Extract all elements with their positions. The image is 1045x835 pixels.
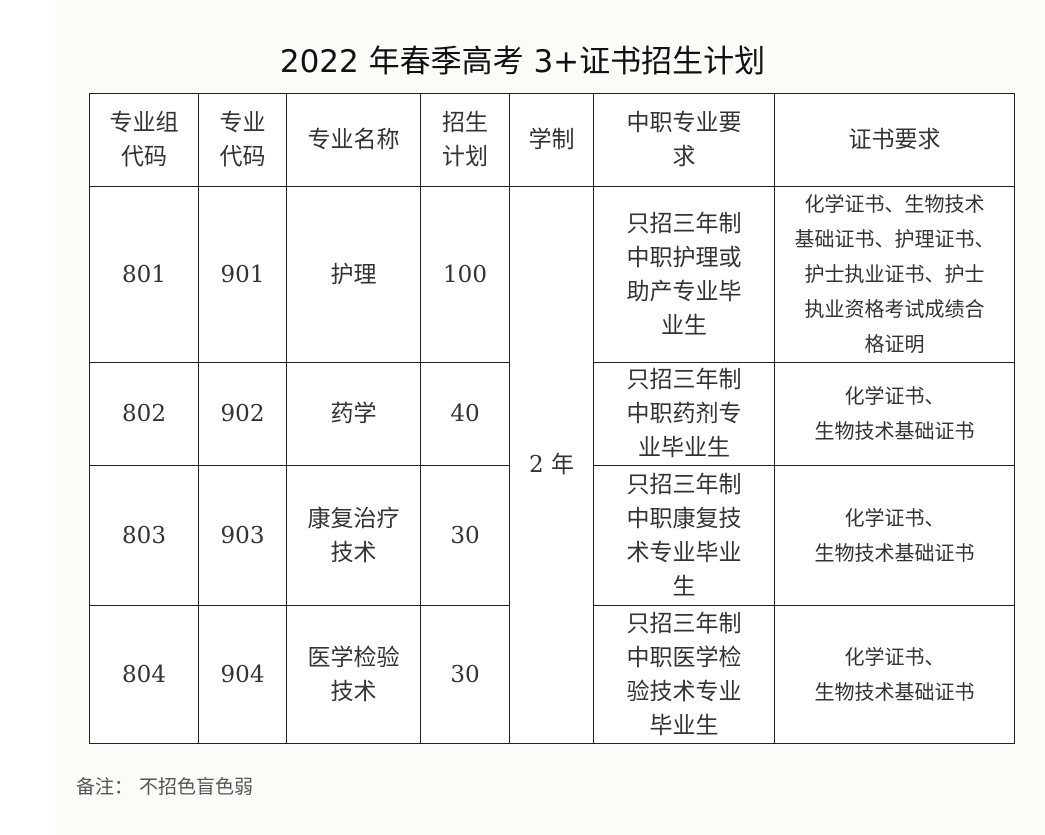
header-certificate: 证书要求 bbox=[774, 93, 1015, 187]
group-code: 804 bbox=[89, 605, 199, 744]
major-name: 康复治疗 技术 bbox=[286, 465, 421, 606]
certificate: 化学证书、 生物技术基础证书 bbox=[774, 605, 1015, 744]
table-header-row: 专业组 代码 专业 代码 专业名称 招生 计划 学制 中职专业要 求 证书要求 bbox=[89, 93, 1015, 187]
header-plan: 招生 计划 bbox=[420, 93, 510, 187]
table-row: 803 903 康复治疗 技术 30 只招三年制 中职康复技 术专业毕业 生 化… bbox=[89, 465, 1015, 606]
major-code: 901 bbox=[198, 186, 287, 363]
header-major-code: 专业 代码 bbox=[198, 93, 287, 187]
requirement: 只招三年制 中职药剂专 业毕业生 bbox=[593, 362, 775, 466]
requirement: 只招三年制 中职康复技 术专业毕业 生 bbox=[593, 465, 775, 606]
major-code: 904 bbox=[198, 605, 287, 744]
plan: 40 bbox=[420, 362, 510, 466]
plan: 30 bbox=[420, 465, 510, 606]
certificate: 化学证书、 生物技术基础证书 bbox=[774, 362, 1015, 466]
table-row: 804 904 医学检验 技术 30 只招三年制 中职医学检 验技术专业 毕业生… bbox=[89, 605, 1015, 744]
requirement: 只招三年制 中职护理或 助产专业毕 业生 bbox=[593, 186, 775, 363]
duration: 2 年 bbox=[509, 186, 594, 744]
requirement: 只招三年制 中职医学检 验技术专业 毕业生 bbox=[593, 605, 775, 744]
header-major-name: 专业名称 bbox=[286, 93, 421, 187]
major-name: 药学 bbox=[286, 362, 421, 466]
group-code: 803 bbox=[89, 465, 199, 606]
major-code: 902 bbox=[198, 362, 287, 466]
table-row: 802 902 药学 40 只招三年制 中职药剂专 业毕业生 化学证书、 生物技… bbox=[89, 362, 1015, 466]
page-title: 2022 年春季高考 3+证书招生计划 bbox=[279, 44, 766, 80]
group-code: 801 bbox=[89, 186, 199, 363]
major-name: 医学检验 技术 bbox=[286, 605, 421, 744]
certificate: 化学证书、 生物技术基础证书 bbox=[774, 465, 1015, 606]
footnote: 备注： 不招色盲色弱 bbox=[76, 776, 254, 798]
header-group-code: 专业组 代码 bbox=[89, 93, 199, 187]
plan: 100 bbox=[420, 186, 510, 363]
header-duration: 学制 bbox=[509, 93, 594, 187]
major-code: 903 bbox=[198, 465, 287, 606]
group-code: 802 bbox=[89, 362, 199, 466]
certificate: 化学证书、生物技术 基础证书、护理证书、 护士执业证书、护士 执业资格考试成绩合… bbox=[774, 186, 1015, 363]
major-name: 护理 bbox=[286, 186, 421, 363]
enrollment-plan-table: 专业组 代码 专业 代码 专业名称 招生 计划 学制 中职专业要 求 证书要求 … bbox=[89, 93, 1015, 744]
header-requirement: 中职专业要 求 bbox=[593, 93, 775, 187]
plan: 30 bbox=[420, 605, 510, 744]
table-row: 801 901 护理 100 2 年 只招三年制 中职护理或 助产专业毕 业生 … bbox=[89, 186, 1015, 744]
